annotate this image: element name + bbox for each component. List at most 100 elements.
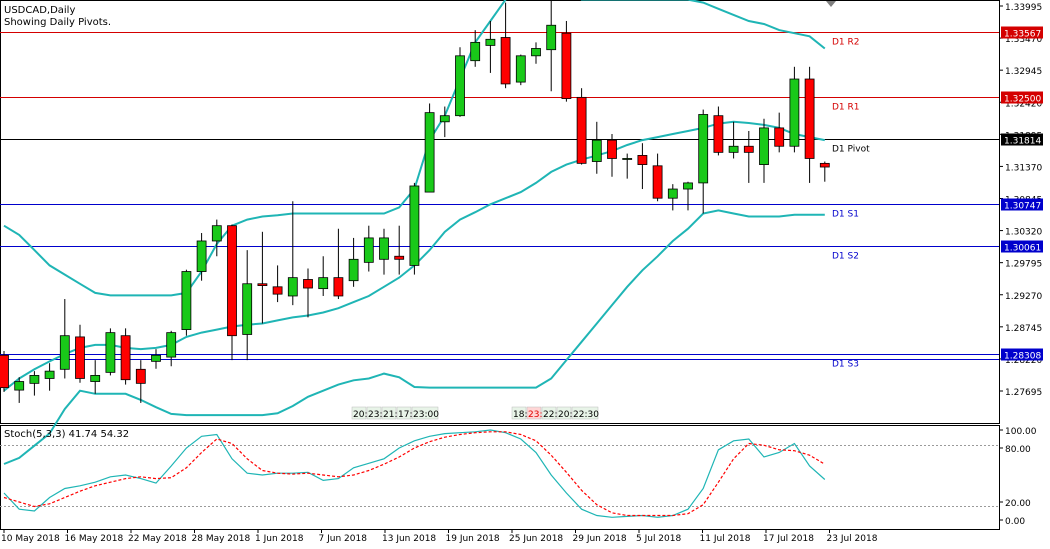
candle — [272, 265, 283, 303]
candle — [196, 233, 207, 281]
session-label-text: 20: — [353, 410, 367, 420]
stoch-tick-label: 80.00 — [1005, 445, 1031, 455]
pivot-label: D1 S2 — [832, 252, 859, 262]
candle-body — [348, 258, 359, 282]
candle-body — [424, 112, 435, 193]
session-label-text: 22: — [543, 410, 557, 420]
candle — [120, 328, 131, 385]
session-labels: 20: 23: 21: 17: 23:00 18: 23: 22: 20: 22:30 — [351, 406, 599, 420]
stochastic-pane — [0, 425, 1000, 530]
session-label-box — [571, 406, 599, 420]
candle — [531, 42, 541, 64]
candle-body — [135, 368, 146, 384]
session-label-text: 18: — [513, 410, 527, 420]
price-tick-label: 1.29795 — [1005, 260, 1042, 270]
candle — [29, 371, 40, 396]
candle-body — [546, 24, 557, 51]
candle — [227, 224, 237, 361]
candle-body — [622, 158, 633, 160]
session-label-box — [366, 406, 382, 420]
session-label-box — [396, 406, 412, 420]
candle-body — [485, 38, 496, 46]
price-tick-label: 1.28745 — [1005, 324, 1042, 334]
session-label-box — [526, 406, 542, 420]
candle-body — [105, 332, 116, 373]
pivot-label: D1 Pivot — [832, 145, 870, 155]
date-tick-label: 13 Jun 2018 — [382, 534, 436, 544]
date-axis: 10 May 2018 16 May 2018 22 May 2018 28 May … — [1, 529, 878, 544]
candle — [622, 153, 633, 179]
candle — [59, 299, 70, 379]
price-tick-label: 1.27695 — [1005, 388, 1042, 398]
candle — [546, 0, 557, 92]
candle-body — [120, 335, 131, 381]
candle-body — [500, 37, 511, 85]
stoch-tick-label: 0.00 — [1005, 517, 1025, 527]
stoch-signal-line — [3, 431, 826, 517]
candle — [576, 88, 587, 165]
candle — [789, 66, 800, 153]
candle — [637, 143, 648, 190]
symbol-label: USDCAD,Daily — [4, 5, 75, 16]
candle-body — [379, 237, 389, 260]
price-tick-label: 1.28220 — [1005, 356, 1042, 366]
pivot-price-value: 1.31814 — [1004, 137, 1041, 147]
pivot-price-tag — [1001, 348, 1043, 361]
price-tick-label: 1.30320 — [1005, 228, 1042, 238]
session-label-box — [541, 406, 557, 420]
pivot-label: D1 S3 — [832, 360, 859, 370]
candle-body — [591, 139, 602, 162]
candle-body — [652, 165, 663, 199]
pivot-labels: D1 R2 D1 R1 D1 Pivot D1 S1 D1 S2 D1 S3 — [832, 38, 870, 370]
indicator-label: Showing Daily Pivots. — [4, 17, 111, 28]
candle — [819, 161, 830, 182]
date-tick-label: 5 Jul 2018 — [636, 534, 681, 544]
session-label-text: 23: — [528, 410, 542, 420]
candle — [607, 134, 617, 177]
pivot-price-value: 1.32500 — [1004, 95, 1041, 105]
stoch-tick-label: 100.00 — [1005, 427, 1037, 437]
session-label-text: 23:00 — [413, 410, 439, 420]
candle-body — [75, 336, 85, 379]
candle-body — [667, 188, 678, 199]
candle — [759, 118, 769, 183]
candle-body — [409, 185, 420, 266]
stochastic-lines — [3, 429, 826, 518]
candle — [257, 231, 268, 324]
candlesticks — [0, 0, 830, 403]
session-label-text: 22:30 — [573, 410, 599, 420]
session-label-box — [511, 406, 527, 420]
pivot-lines — [0, 32, 999, 360]
candle-body — [819, 162, 830, 168]
date-tick-label: 19 Jun 2018 — [446, 534, 500, 544]
candle — [135, 360, 146, 403]
candle — [698, 109, 709, 214]
candle-body — [455, 55, 465, 117]
candle — [774, 112, 785, 153]
candle — [515, 54, 526, 86]
candle-body — [333, 277, 344, 297]
stochastic-label: Stoch(5,3,3) 41.74 54.32 — [4, 429, 129, 440]
pivot-label: D1 R1 — [832, 103, 860, 113]
candle-body — [637, 155, 648, 165]
candle-body — [44, 370, 55, 379]
candle-body — [151, 354, 161, 362]
candle-body — [0, 354, 9, 389]
session-label-box — [411, 406, 439, 420]
chart-shift-marker[interactable] — [826, 1, 836, 7]
price-tick-label: 1.31370 — [1005, 163, 1042, 173]
candle — [561, 20, 572, 102]
candle-body — [470, 41, 481, 62]
date-tick-label: 29 Jun 2018 — [573, 534, 627, 544]
candle — [105, 328, 116, 376]
candle — [90, 360, 101, 394]
session-label-box — [556, 406, 572, 420]
candle-body — [439, 115, 450, 123]
price-tick-label: 1.33995 — [1005, 3, 1042, 13]
pivot-price-tag — [1001, 133, 1043, 146]
candle — [151, 349, 161, 369]
candle-body — [59, 335, 70, 370]
candle-body — [242, 283, 253, 335]
